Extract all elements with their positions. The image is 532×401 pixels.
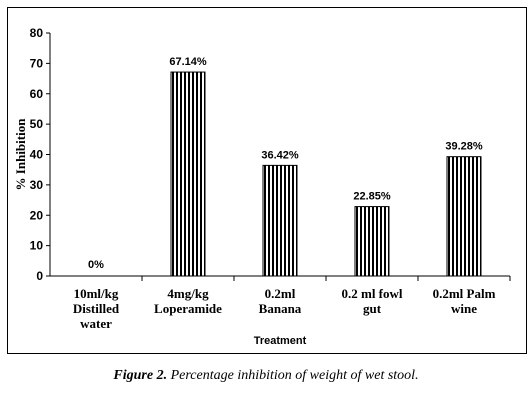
x-tick-label: 0.2ml — [265, 286, 296, 301]
x-tick-label: water — [80, 316, 112, 331]
x-axis-title: Treatment — [254, 335, 307, 347]
data-label: 39.28% — [445, 141, 483, 153]
x-tick-label: Loperamide — [154, 301, 222, 316]
data-label: 22.85% — [353, 191, 391, 203]
y-axis-title: % Inhibition — [13, 118, 28, 191]
x-tick-label: 4mg/kg — [167, 286, 209, 301]
bar — [170, 71, 206, 277]
bar — [262, 164, 298, 277]
y-tick-label: 70 — [30, 56, 44, 70]
bar — [354, 206, 390, 277]
y-tick-label: 10 — [30, 239, 44, 253]
x-tick-label: 0.2 ml fowl — [341, 286, 402, 301]
y-tick-label: 20 — [30, 208, 44, 222]
y-tick-label: 40 — [30, 148, 44, 162]
figure-caption-text: Percentage inhibition of weight of wet s… — [170, 368, 419, 383]
chart-frame: 0 10 20 30 40 50 60 70 80 % Inhibition 0% 10ml/kg D… — [7, 7, 527, 354]
x-tick-label: 10ml/kg — [74, 286, 119, 301]
x-tick-label: 0.2ml Palm — [433, 286, 496, 301]
x-tick-label: Distilled — [73, 301, 120, 316]
y-tick-label: 50 — [30, 117, 44, 131]
y-tick-label: 0 — [36, 269, 43, 283]
x-tick-label: wine — [451, 301, 477, 316]
x-tick-label: gut — [363, 301, 382, 316]
data-label: 36.42% — [261, 149, 299, 161]
x-tick-label: Banana — [259, 301, 302, 316]
y-tick-label: 30 — [30, 178, 44, 192]
y-tick-label: 80 — [30, 26, 44, 40]
bar-chart: 0 10 20 30 40 50 60 70 80 % Inhibition 0% 10ml/kgD… — [13, 26, 511, 347]
data-label: 0% — [88, 259, 104, 271]
figure-caption: Figure 2. Percentage inhibition of weigh… — [0, 368, 532, 384]
figure-caption-label: Figure 2. — [113, 368, 168, 383]
y-tick-label: 60 — [30, 87, 44, 101]
data-label: 67.14% — [169, 56, 207, 68]
bar — [446, 156, 482, 277]
